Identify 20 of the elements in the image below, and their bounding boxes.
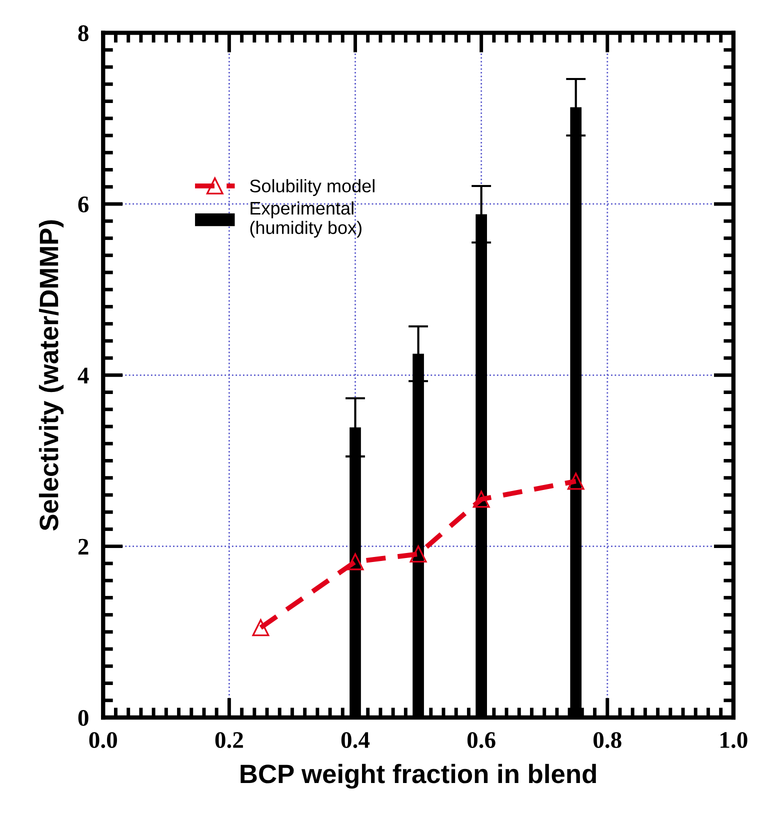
y-tick-label: 6	[78, 196, 89, 212]
y-tick-label: 0	[78, 710, 88, 726]
point	[410, 546, 427, 562]
y-axis-title: Selectivity (water/DMMP)	[38, 220, 64, 531]
point	[567, 472, 584, 490]
x-tick-label: 0.0	[89, 732, 117, 748]
x-tick-label: 0.4	[341, 732, 370, 748]
x-tick-label: 0.2	[215, 732, 243, 748]
legend-label: Experimental (humidity box)	[250, 201, 362, 238]
x-axis-title: BCP weight fraction in blend	[240, 764, 596, 789]
point	[472, 490, 490, 508]
point	[252, 619, 270, 636]
x-tick-label: 0.6	[467, 732, 496, 748]
y-tick-label: 4	[78, 368, 89, 384]
y-tick-label: 8	[78, 25, 88, 42]
legend-label: Solubility model	[250, 179, 374, 196]
x-tick-label: 0.8	[594, 732, 622, 748]
point	[346, 553, 364, 570]
x-tick-label: 1.0	[720, 732, 748, 748]
y-tick-label: 2	[78, 538, 88, 555]
